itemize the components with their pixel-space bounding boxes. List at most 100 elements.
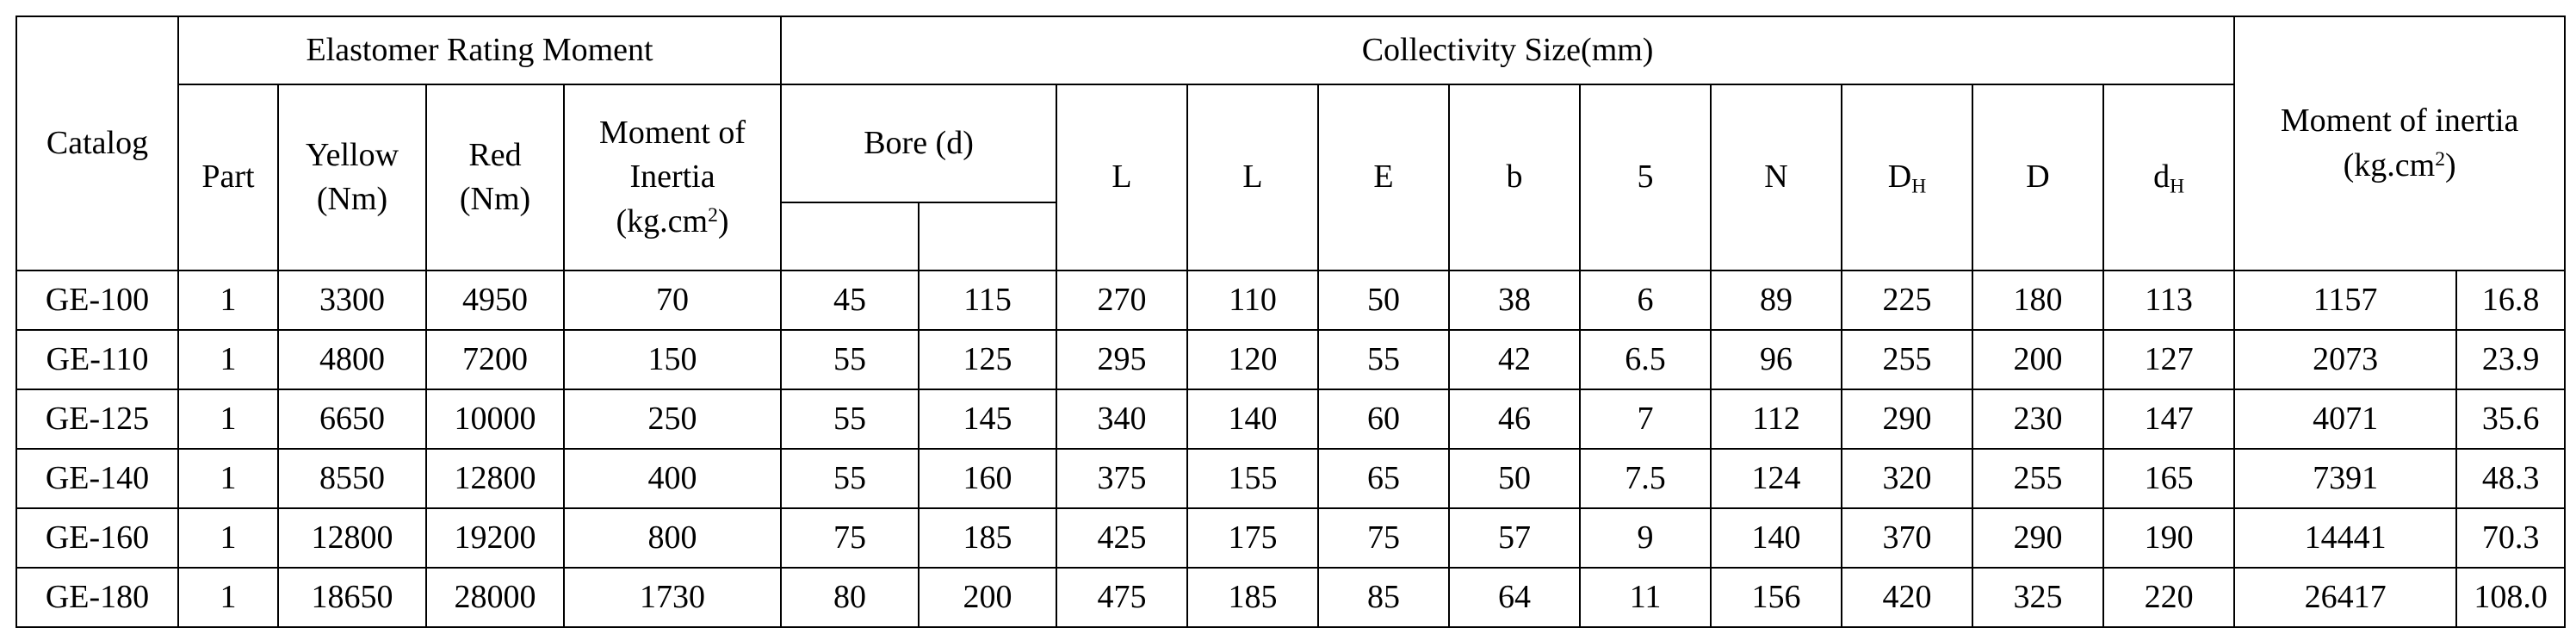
cell-N: 96	[1710, 329, 1843, 390]
cell-yellow: 18650	[277, 567, 427, 628]
cell-moment1: 2073	[2233, 329, 2458, 390]
cell-bore-min: 75	[780, 507, 920, 569]
cell-yellow: 3300	[277, 270, 427, 331]
moment-group-unit-close: )	[2444, 146, 2456, 183]
header-b: b	[1448, 84, 1582, 271]
inertia-unit-close: )	[717, 202, 729, 239]
cell-s: 11	[1579, 567, 1712, 628]
cell-catalog: GE-100	[15, 270, 179, 331]
cell-inertia: 400	[562, 448, 783, 509]
cell-moment1: 14441	[2233, 507, 2458, 569]
cell-dH: 165	[2102, 448, 2236, 509]
dH-subscript: H	[2170, 175, 2185, 198]
cell-L1: 425	[1056, 507, 1189, 569]
table-row: GE-110 1 4800 7200 150 55 125 295 120 55…	[15, 329, 2567, 390]
header-dH: dH	[2102, 84, 2236, 271]
cell-b: 64	[1448, 567, 1582, 628]
cell-moment2: 48.3	[2455, 448, 2567, 509]
cell-catalog: GE-125	[15, 389, 179, 450]
cell-b: 38	[1448, 270, 1582, 331]
cell-red: 7200	[425, 329, 565, 390]
cell-D: 325	[1972, 567, 2105, 628]
cell-bore-min: 80	[780, 567, 920, 628]
cell-L1: 270	[1056, 270, 1189, 331]
cell-dH: 113	[2102, 270, 2236, 331]
cell-L2: 110	[1186, 270, 1320, 331]
cell-bore-min: 55	[780, 329, 920, 390]
cell-dH: 220	[2102, 567, 2236, 628]
header-red-nm: Red (Nm)	[425, 84, 565, 271]
cell-catalog: GE-110	[15, 329, 179, 390]
cell-b: 42	[1448, 329, 1582, 390]
cell-moment2: 108.0	[2455, 567, 2567, 628]
cell-L1: 375	[1056, 448, 1189, 509]
cell-part: 1	[177, 270, 279, 331]
cell-s: 7.5	[1579, 448, 1712, 509]
header-N: N	[1710, 84, 1843, 271]
cell-E: 85	[1317, 567, 1451, 628]
cell-dH: 127	[2102, 329, 2236, 390]
cell-moment1: 4071	[2233, 389, 2458, 450]
cell-bore-min: 55	[780, 389, 920, 450]
cell-L2: 185	[1186, 567, 1320, 628]
cell-inertia: 70	[562, 270, 783, 331]
cell-D: 230	[1972, 389, 2105, 450]
cell-b: 50	[1448, 448, 1582, 509]
cell-L2: 120	[1186, 329, 1320, 390]
cell-moment1: 26417	[2233, 567, 2458, 628]
cell-red: 10000	[425, 389, 565, 450]
cell-DH: 225	[1841, 270, 1974, 331]
cell-bore-max: 160	[918, 448, 1058, 509]
cell-L2: 175	[1186, 507, 1320, 569]
cell-s: 6	[1579, 270, 1712, 331]
cell-E: 75	[1317, 507, 1451, 569]
header-elastomer-rating-moment: Elastomer Rating Moment	[176, 16, 783, 85]
cell-bore-min: 45	[780, 270, 920, 331]
cell-N: 124	[1710, 448, 1843, 509]
cell-N: 156	[1710, 567, 1843, 628]
header-yellow-nm: Yellow (Nm)	[277, 84, 427, 271]
cell-D: 180	[1972, 270, 2105, 331]
moment-group-unit: (kg.cm2)	[2344, 147, 2456, 183]
header-part: Part	[177, 84, 279, 271]
cell-N: 140	[1710, 507, 1843, 569]
header-catalog: Catalog	[15, 16, 179, 271]
cell-inertia: 250	[562, 389, 783, 450]
header-moment-of-inertia-group: Moment of inertia (kg.cm2)	[2233, 16, 2567, 271]
cell-yellow: 6650	[277, 389, 427, 450]
cell-E: 60	[1317, 389, 1451, 450]
cell-s: 7	[1579, 389, 1712, 450]
moment-group-unit-exponent: 2	[2435, 147, 2445, 171]
cell-N: 89	[1710, 270, 1843, 331]
cell-D: 255	[1972, 448, 2105, 509]
cell-moment2: 23.9	[2455, 329, 2567, 390]
dH-base: d	[2153, 159, 2170, 196]
cell-inertia: 150	[562, 329, 783, 390]
cell-N: 112	[1710, 389, 1843, 450]
cell-L2: 140	[1186, 389, 1320, 450]
cell-moment1: 1157	[2233, 270, 2458, 331]
table-row: GE-180 1 18650 28000 1730 80 200 475 185…	[15, 567, 2567, 628]
cell-part: 1	[177, 567, 279, 628]
cell-red: 28000	[425, 567, 565, 628]
cell-bore-max: 200	[918, 567, 1058, 628]
cell-E: 50	[1317, 270, 1451, 331]
cell-moment2: 16.8	[2455, 270, 2567, 331]
cell-L1: 340	[1056, 389, 1189, 450]
cell-catalog: GE-140	[15, 448, 179, 509]
cell-DH: 370	[1841, 507, 1974, 569]
cell-part: 1	[177, 389, 279, 450]
moment-group-unit-text: (kg.cm	[2343, 146, 2436, 183]
DH-base: D	[1887, 159, 1912, 196]
cell-bore-max: 185	[918, 507, 1058, 569]
cell-L1: 295	[1056, 329, 1189, 390]
cell-moment1: 7391	[2233, 448, 2458, 509]
header-s: 5	[1579, 84, 1712, 271]
DH-subscript: H	[1911, 175, 1927, 198]
header-bore: Bore (d)	[780, 84, 1058, 203]
cell-b: 46	[1448, 389, 1582, 450]
cell-red: 12800	[425, 448, 565, 509]
cell-catalog: GE-180	[15, 567, 179, 628]
moment-group-line1: Moment of inertia	[2280, 103, 2519, 140]
cell-red: 4950	[425, 270, 565, 331]
